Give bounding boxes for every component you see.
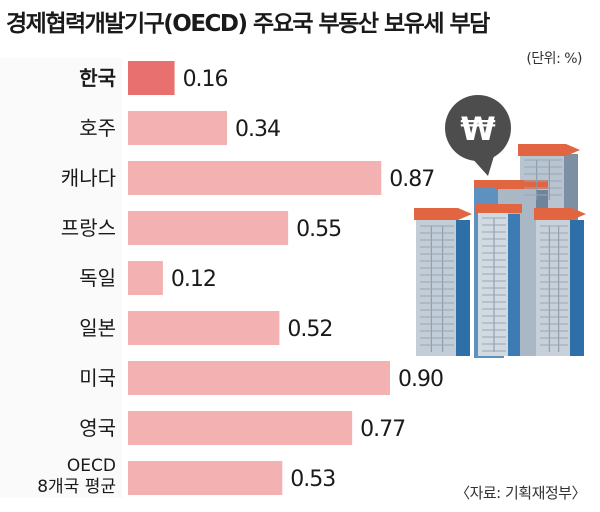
- value-label-5: 0.52: [287, 317, 332, 342]
- bar-1: [128, 111, 227, 145]
- won-symbol: ₩: [460, 110, 495, 148]
- bar-0: [128, 61, 175, 95]
- bar-2: [128, 161, 382, 195]
- window-grid: [420, 159, 568, 352]
- value-label-4: 0.12: [171, 267, 216, 292]
- category-label-1: 호주: [79, 116, 116, 140]
- category-label-5: 일본: [79, 316, 116, 340]
- category-label-4: 독일: [79, 266, 116, 290]
- category-label-7: 영국: [79, 416, 116, 440]
- category-label-3: 프랑스: [61, 216, 116, 240]
- source-label: 〈자료: 기획재정부〉: [455, 484, 586, 502]
- category-label-8: OECD 8개국 평균: [37, 456, 116, 497]
- unit-label: (단위: %): [526, 51, 582, 67]
- value-label-7: 0.77: [360, 417, 405, 442]
- category-label-6: 미국: [79, 366, 116, 390]
- bar-5: [128, 311, 280, 345]
- category-label-panel: [0, 58, 122, 498]
- bar-4: [128, 261, 163, 295]
- bar-7: [128, 411, 353, 445]
- bar-8: [128, 461, 283, 495]
- bar-3: [128, 211, 289, 245]
- value-label-1: 0.34: [235, 117, 280, 142]
- category-label-0: 한국: [79, 66, 116, 90]
- value-label-2: 0.87: [389, 167, 434, 192]
- value-label-8: 0.53: [290, 467, 335, 492]
- value-label-6: 0.90: [398, 367, 443, 392]
- value-label-3: 0.55: [296, 217, 341, 242]
- won-currency-apartment-icon: ₩: [414, 95, 586, 358]
- bar-6: [128, 361, 390, 395]
- chart-title: 경제협력개발기구(OECD) 주요국 부동산 보유세 부담: [6, 11, 490, 37]
- value-label-0: 0.16: [183, 67, 228, 92]
- category-label-2: 캐나다: [61, 166, 116, 190]
- bars-group: 0.16 한국 0.34 호주 0.87 캐나다 0.55 프랑스 0.12 독일 0.52 일본 0.…: [37, 61, 444, 497]
